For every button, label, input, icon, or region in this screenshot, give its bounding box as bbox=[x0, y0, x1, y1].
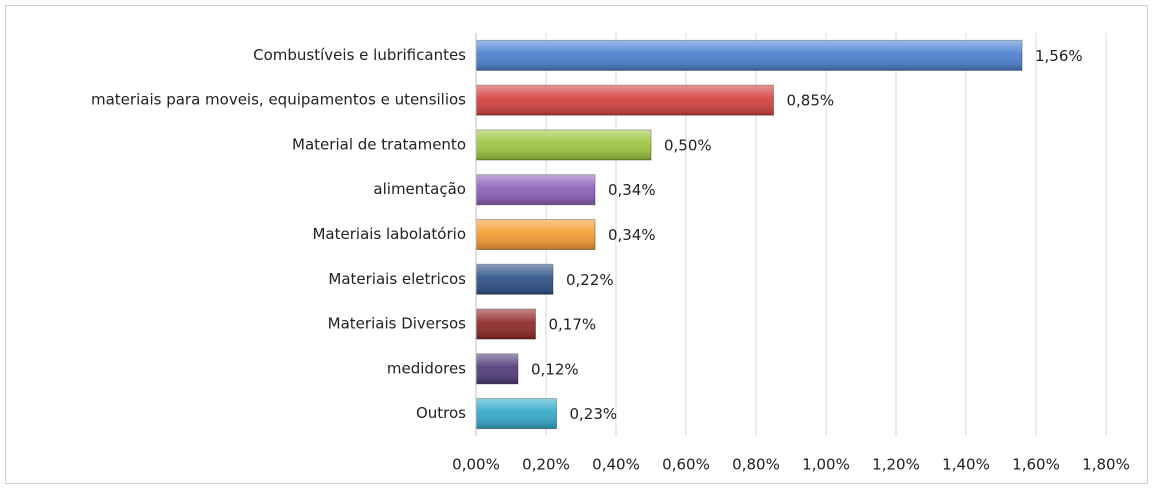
x-tick-label: 0,20% bbox=[522, 456, 570, 474]
bar-shine bbox=[476, 219, 595, 250]
bar-group bbox=[475, 129, 652, 161]
x-tick-label: 0,80% bbox=[732, 456, 780, 474]
bar-shine bbox=[476, 129, 651, 160]
y-tick-label: Material de tratamento bbox=[292, 135, 466, 153]
value-label: 0,34% bbox=[608, 181, 656, 199]
bar-group bbox=[475, 84, 774, 116]
x-tick-label: 0,60% bbox=[662, 456, 710, 474]
bar-shine bbox=[476, 264, 553, 295]
y-tick-label: medidores bbox=[387, 359, 466, 377]
bar-group bbox=[475, 219, 596, 250]
bar-shine bbox=[476, 174, 595, 205]
bar-group bbox=[475, 308, 536, 340]
x-tick-label: 0,00% bbox=[452, 456, 500, 474]
y-tick-label: alimentação bbox=[373, 180, 466, 198]
x-tick-label: 1,80% bbox=[1082, 456, 1130, 474]
x-tick-label: 0,40% bbox=[592, 456, 640, 474]
bar-group bbox=[475, 398, 557, 430]
x-tick-label: 1,00% bbox=[802, 456, 850, 474]
x-tick-label: 1,60% bbox=[1012, 456, 1060, 474]
x-tick-label: 1,40% bbox=[942, 456, 990, 474]
value-label: 1,56% bbox=[1035, 47, 1083, 65]
bar-shine bbox=[476, 85, 774, 116]
value-label: 0,34% bbox=[608, 226, 656, 244]
x-tick-label: 1,20% bbox=[872, 456, 920, 474]
value-label: 0,12% bbox=[531, 360, 579, 378]
bar-group bbox=[475, 263, 554, 295]
value-label: 0,23% bbox=[570, 405, 618, 423]
value-label: 0,22% bbox=[566, 271, 614, 289]
y-tick-label: Materiais Diversos bbox=[328, 315, 467, 333]
y-tick-label: Combustíveis e lubrificantes bbox=[253, 46, 466, 64]
y-tick-label: Materiais eletricos bbox=[328, 270, 466, 288]
y-tick-label: materiais para moveis, equipamentos e ut… bbox=[91, 91, 466, 109]
bar-group bbox=[475, 39, 1023, 71]
bar-shine bbox=[476, 309, 536, 340]
bar-shine bbox=[476, 398, 557, 429]
bar-group bbox=[475, 353, 519, 385]
value-label: 0,50% bbox=[664, 136, 712, 154]
bar-shine bbox=[476, 353, 518, 384]
y-tick-label: Materiais labolatório bbox=[312, 225, 466, 243]
y-tick-label: Outros bbox=[416, 404, 466, 422]
value-label: 0,17% bbox=[549, 316, 597, 334]
bar-shine bbox=[476, 40, 1022, 71]
value-label: 0,85% bbox=[787, 92, 835, 110]
bar-group bbox=[475, 174, 596, 206]
